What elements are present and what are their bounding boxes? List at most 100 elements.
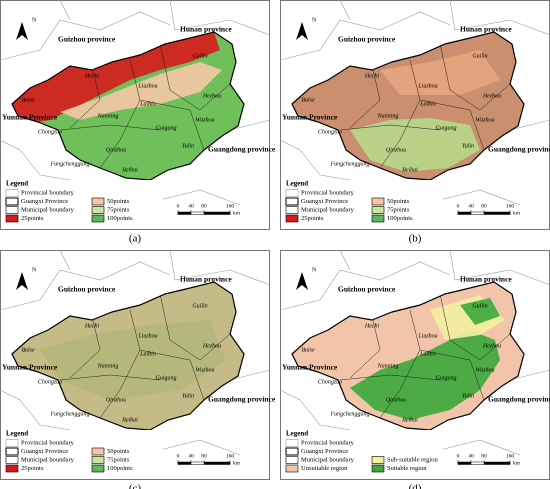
legend-swatch xyxy=(371,214,385,223)
legend-swatch xyxy=(285,214,299,223)
city-label: Wuzhou xyxy=(475,117,494,123)
legend-label: 50points xyxy=(387,198,410,205)
city-label: Liuzhou xyxy=(417,333,437,339)
city-label: Hezhou xyxy=(482,343,501,349)
city-label: Guigang xyxy=(156,125,177,131)
city-label: Guigang xyxy=(436,375,457,381)
city-label: Beihai xyxy=(122,167,138,173)
map-panel: N Guizhou province Hunan province Yunnan Pr… xyxy=(0,0,276,230)
city-label: Yulin xyxy=(462,393,474,399)
city-label: Hezhou xyxy=(482,93,501,99)
map-zone xyxy=(380,50,500,95)
city-label: Guilin xyxy=(192,53,207,59)
map-texture xyxy=(339,293,511,420)
legend-swatch xyxy=(285,456,299,464)
city-label: Baise xyxy=(21,347,35,353)
scale-segment xyxy=(178,212,191,215)
neighbor-boundary xyxy=(59,249,71,271)
neighbor-boundary xyxy=(0,261,171,311)
neighbor-boundary xyxy=(279,139,351,181)
city-label: Liuzhou xyxy=(137,333,157,339)
legend-bg xyxy=(3,180,163,228)
legend-label: Provincial boundary xyxy=(21,189,75,196)
scale-tick-label: 160 xyxy=(226,203,235,209)
legend-bg xyxy=(283,180,443,228)
scale-tick-label: 0 xyxy=(177,453,180,459)
north-label: N xyxy=(312,17,317,23)
legend-label: 50points xyxy=(107,198,130,205)
legend-label: Municipal boundary xyxy=(301,456,355,463)
legend-label: 100points xyxy=(387,215,413,222)
city-label: Chongzuo xyxy=(318,129,342,135)
legend-label: 75points xyxy=(107,456,130,463)
legend-label: Provincial boundary xyxy=(301,439,355,446)
city-label: Liuzhou xyxy=(137,83,157,89)
guangxi-outline xyxy=(11,281,245,431)
scale-tick-label: 80 xyxy=(481,203,487,209)
panel-caption: (c) xyxy=(129,483,142,489)
legend-label: 75points xyxy=(107,206,130,213)
legend-swatch xyxy=(285,206,299,214)
neighbor-boundary xyxy=(279,389,351,431)
city-label: Qinzhou xyxy=(106,147,126,153)
city-label: Yulin xyxy=(182,143,194,149)
north-label: N xyxy=(312,267,317,273)
map-panel: N Guizhou province Hunan province Yunnan Pr… xyxy=(0,249,276,480)
municipal-boundary xyxy=(349,315,381,379)
city-label: Fangchenggang xyxy=(330,161,370,167)
panel-caption: (a) xyxy=(129,233,142,245)
scale-tick-label: 80 xyxy=(201,453,207,459)
panel-caption: (d) xyxy=(409,483,422,489)
city-label: Guigang xyxy=(156,375,177,381)
scale-segment xyxy=(204,212,230,215)
legend-swatch xyxy=(371,456,385,464)
city-label: Guilin xyxy=(192,303,207,309)
scale-segment xyxy=(458,462,471,465)
legend-swatch xyxy=(5,456,19,464)
province-label: Guizhou province xyxy=(58,35,116,44)
legend-label: Guangxi Province xyxy=(301,448,348,455)
city-label: Qinzhou xyxy=(386,147,406,153)
map-texture xyxy=(339,43,511,172)
legend-swatch xyxy=(285,464,299,473)
legend-label: Municipal boundary xyxy=(301,206,355,213)
legend-label: Guangxi Province xyxy=(21,448,68,455)
neighbor-boundary xyxy=(0,389,71,431)
neighbor-boundary xyxy=(279,261,451,311)
map-zone xyxy=(60,62,222,120)
north-arrow xyxy=(296,272,308,290)
north-arrow xyxy=(296,22,308,40)
legend-label: 50points xyxy=(107,448,130,455)
province-label: Hunan province xyxy=(460,25,512,34)
province-label: Guizhou province xyxy=(338,285,396,294)
city-label: Beihai xyxy=(402,417,418,423)
legend-swatch xyxy=(285,447,299,456)
scale-tick-label: 40 xyxy=(188,453,194,459)
municipal-boundary xyxy=(59,374,161,381)
scale-tick-label: 0 xyxy=(177,203,180,209)
legend-label: Provincial boundary xyxy=(21,439,75,446)
province-label: Yunnan Province xyxy=(2,113,58,122)
legend-swatch xyxy=(371,464,385,473)
legend-label: Municipal boundary xyxy=(21,456,75,463)
legend-title: Legend xyxy=(286,180,308,188)
legend-label: 25points xyxy=(21,215,44,222)
guangxi-outline xyxy=(11,31,245,181)
city-label: Laibin xyxy=(419,351,436,357)
map-zone xyxy=(460,298,500,325)
city-label: Yulin xyxy=(462,143,474,149)
municipal-boundary xyxy=(339,124,441,131)
province-label: Yunnan Province xyxy=(282,363,338,372)
municipal-boundary xyxy=(159,293,231,361)
legend-label: 100points xyxy=(107,215,133,222)
province-label: Guizhou province xyxy=(58,285,116,294)
legend-swatch xyxy=(91,206,105,214)
legend-swatch xyxy=(285,197,299,206)
municipal-boundary xyxy=(139,99,205,151)
city-label: Nanning xyxy=(377,113,399,119)
legend-label: 25points xyxy=(21,465,44,472)
legend-title: Legend xyxy=(6,180,28,188)
map-texture xyxy=(40,293,231,419)
neighbor-boundary xyxy=(229,369,271,381)
city-label: Beihai xyxy=(122,417,138,423)
